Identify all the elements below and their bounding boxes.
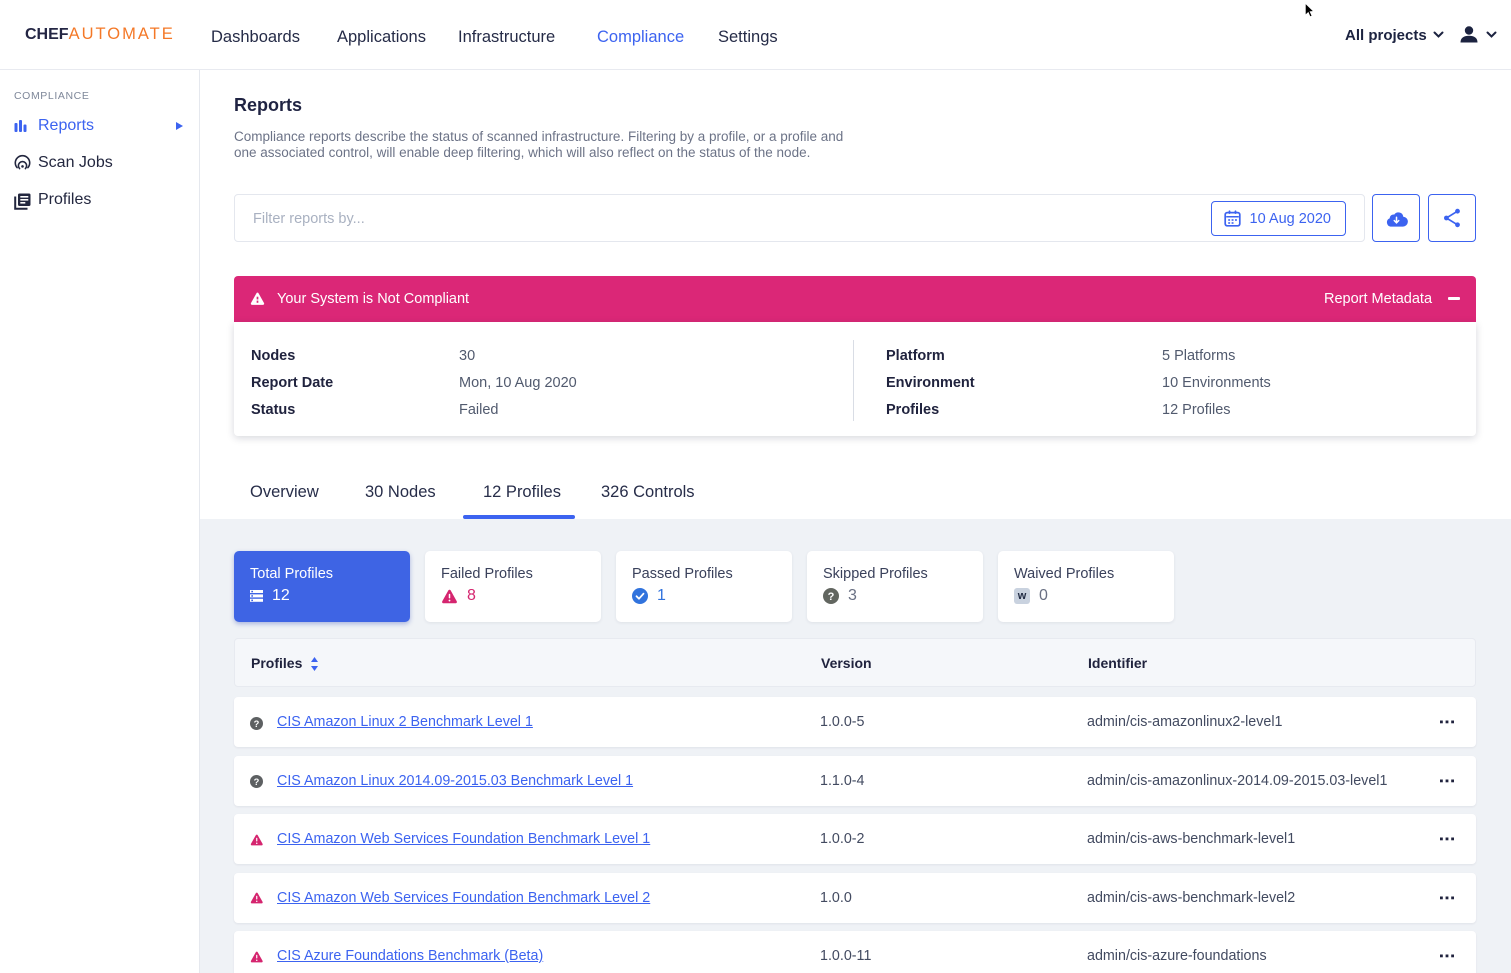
svg-text:?: ? xyxy=(254,777,260,787)
svg-text:?: ? xyxy=(828,591,835,603)
svg-text:?: ? xyxy=(254,718,260,728)
